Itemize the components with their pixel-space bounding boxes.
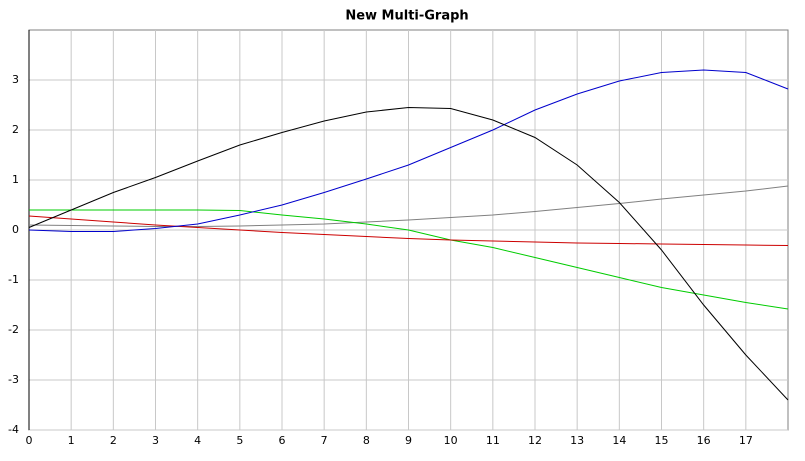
y-tick-label: -4	[8, 423, 19, 436]
y-tick-label: 1	[12, 173, 19, 186]
x-tick-label: 5	[236, 434, 243, 447]
x-tick-label: 11	[486, 434, 500, 447]
y-tick-label: 0	[12, 223, 19, 236]
x-tick-label: 9	[405, 434, 412, 447]
y-tick-label: -1	[8, 273, 19, 286]
x-tick-label: 12	[528, 434, 542, 447]
y-tick-label: 3	[12, 73, 19, 86]
series-line	[28, 106, 789, 401]
chart-title: New Multi-Graph	[345, 9, 468, 24]
x-tick-label: 6	[279, 434, 286, 447]
x-tick-label: 16	[697, 434, 711, 447]
x-tick-label: 4	[194, 434, 201, 447]
x-tick-label: 0	[26, 434, 33, 447]
series-line	[28, 185, 789, 227]
x-tick-label: 14	[612, 434, 626, 447]
x-tick-label: 17	[739, 434, 753, 447]
x-tick-label: 7	[321, 434, 328, 447]
x-tick-label: 2	[110, 434, 117, 447]
x-tick-label: 3	[152, 434, 159, 447]
x-tick-label: 8	[363, 434, 370, 447]
y-tick-label: 2	[12, 123, 19, 136]
series-line	[29, 209, 789, 310]
x-tick-label: 15	[655, 434, 669, 447]
y-tick-label: -3	[8, 373, 19, 386]
series-line	[28, 215, 789, 246]
x-tick-label: 13	[570, 434, 584, 447]
y-tick-label: -2	[8, 323, 19, 336]
x-tick-label: 10	[444, 434, 458, 447]
series-line	[28, 69, 789, 232]
x-tick-label: 1	[68, 434, 75, 447]
